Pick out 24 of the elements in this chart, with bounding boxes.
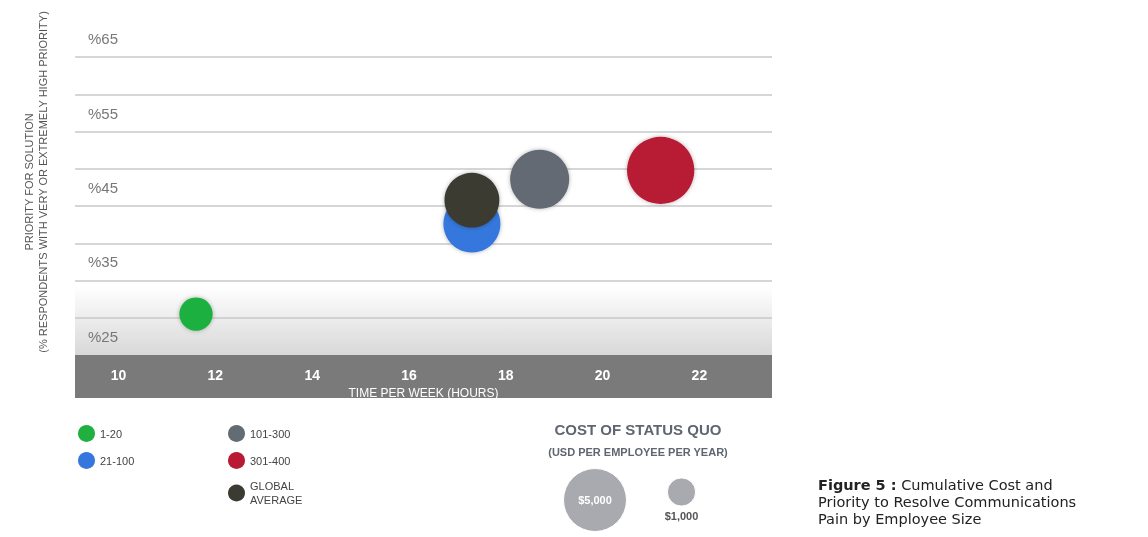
legend-label: $5,000 — [578, 494, 612, 506]
legend-title: COST OF STATUS QUO — [554, 421, 722, 438]
y-tick-label: %25 — [88, 327, 119, 345]
y-tick-label: %55 — [88, 104, 119, 122]
legend-label: 101-300 — [250, 427, 291, 440]
x-tick-label: 18 — [498, 367, 514, 383]
caption: Figure 5 : Cumulative Cost and Priority to Resolve Communications Pain by Employee Size — [818, 476, 1081, 527]
legend-label: GLOBAL AVERAGE — [250, 480, 303, 506]
x-tick-label: 12 — [207, 367, 224, 383]
x-tick-label: 20 — [594, 367, 611, 383]
text: (USD PER EMPLOYEE PER YEAR) — [548, 446, 728, 458]
x-tick-label: 14 — [304, 367, 321, 383]
x-tick-label: 10 — [110, 367, 127, 383]
legend-label: 21-100 — [100, 454, 135, 467]
y-tick-label: %45 — [88, 179, 119, 197]
legend-label: $1,000 — [664, 510, 699, 523]
y-tick-label: %65 — [88, 30, 119, 48]
y-axis-title: PRIORITY FOR SOLUTION (% RESPONDENTS WITH VERY OR EXTREMELY HIGH PRIORITY) — [23, 11, 49, 353]
x-axis-title: TIME PER WEEK (HOURS) — [348, 385, 499, 400]
legend-label: 1-20 — [100, 427, 123, 440]
y-tick-label: %35 — [88, 253, 119, 271]
x-tick-label: 16 — [401, 367, 417, 383]
x-tick-label: 22 — [691, 367, 708, 383]
legend-label: 301-400 — [250, 454, 291, 467]
